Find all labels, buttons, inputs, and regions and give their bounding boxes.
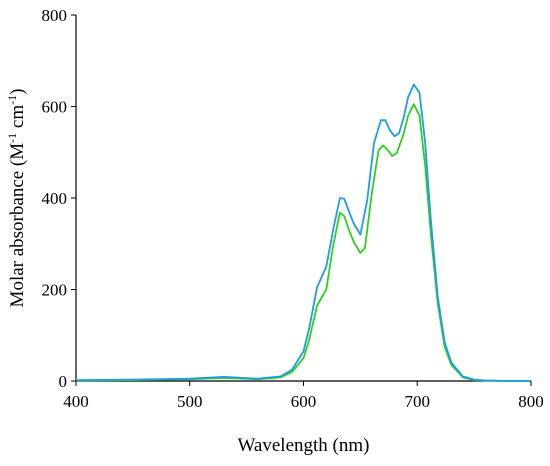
- x-tick-label: 700: [405, 392, 431, 411]
- y-tick-label: 800: [42, 6, 68, 25]
- y-tick-label: 0: [59, 372, 68, 391]
- x-tick-label: 400: [63, 392, 89, 411]
- y-tick-label: 600: [42, 98, 68, 117]
- ticks: 400 500 600 700 800 0 200 400 600 800: [42, 6, 544, 411]
- y-axis-title-superscript: -1: [5, 133, 19, 143]
- y-axis-title-part: ): [7, 89, 28, 95]
- axes: [75, 15, 531, 382]
- y-axis-title-part: Molar absorbance (M: [7, 143, 28, 308]
- x-tick-label: 500: [177, 392, 203, 411]
- y-axis-title-part: cm: [7, 105, 28, 133]
- series-line: [75, 83, 531, 382]
- x-tick-label: 600: [291, 392, 317, 411]
- y-axis-title-superscript: -1: [5, 95, 19, 105]
- series-line: [75, 103, 531, 382]
- x-axis-title: Wavelength (nm): [238, 435, 370, 456]
- y-axis-title: Molar absorbance (M-1 cm-1): [5, 89, 28, 308]
- y-tick-label: 400: [42, 189, 68, 208]
- y-tick-label: 200: [42, 281, 68, 300]
- series-layer: [75, 83, 531, 382]
- x-tick-label: 800: [518, 392, 544, 411]
